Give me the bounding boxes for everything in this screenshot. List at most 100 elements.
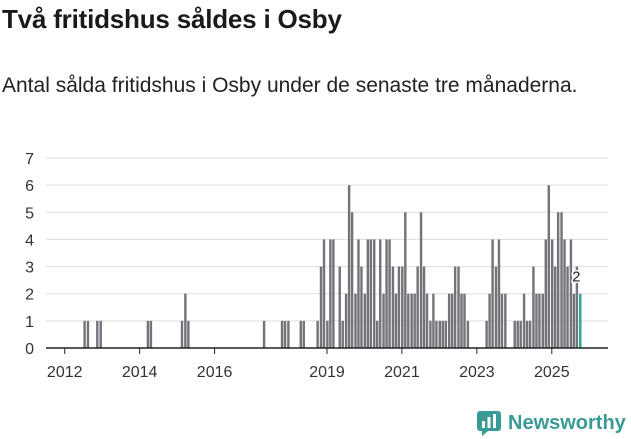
bar <box>563 239 566 348</box>
bar <box>180 320 184 348</box>
bar <box>441 320 444 348</box>
bar <box>302 320 305 348</box>
bar <box>513 320 516 348</box>
bar <box>86 320 90 348</box>
bar <box>572 293 576 348</box>
x-tick-label: 2023 <box>459 364 495 381</box>
y-tick-label: 6 <box>25 178 34 195</box>
chart-title: Två fritidshus såldes i Osby <box>2 4 342 34</box>
y-tick-label: 0 <box>25 341 34 358</box>
annotation-label: 2 <box>572 269 580 286</box>
bar <box>262 320 266 348</box>
bar <box>407 293 410 348</box>
bar <box>553 266 557 348</box>
x-tick-label: 2016 <box>197 364 233 381</box>
bar <box>497 239 501 348</box>
bar <box>519 320 522 348</box>
x-tick-label: 2012 <box>47 364 83 381</box>
bar <box>413 293 416 348</box>
bar <box>146 320 150 348</box>
bar <box>404 212 407 348</box>
bar <box>525 320 529 348</box>
bar <box>363 293 367 348</box>
bar <box>450 293 454 348</box>
bar <box>322 239 326 348</box>
bar <box>391 266 395 348</box>
bar <box>544 239 548 348</box>
bar <box>485 320 488 348</box>
bar <box>491 239 494 348</box>
bar-highlight <box>579 293 582 348</box>
bar <box>354 293 357 348</box>
bar <box>569 239 573 348</box>
bar <box>96 320 99 348</box>
x-tick-label: 2025 <box>534 364 570 381</box>
newsworthy-logo-icon <box>477 411 501 436</box>
bar <box>410 293 413 348</box>
bar <box>299 320 302 348</box>
bar <box>438 320 441 348</box>
bar <box>332 239 335 348</box>
newsworthy-brand-text: Newsworthy <box>508 411 626 434</box>
bar <box>457 266 460 348</box>
bar <box>494 266 498 348</box>
x-tick-label: 2014 <box>122 364 158 381</box>
bar <box>149 320 153 348</box>
bar <box>385 239 388 348</box>
y-tick-label: 5 <box>25 205 34 222</box>
bar <box>99 320 102 348</box>
y-tick-label: 2 <box>25 287 34 304</box>
bar <box>575 266 579 348</box>
bar <box>541 293 545 348</box>
bar <box>329 239 332 348</box>
y-tick-label: 4 <box>25 232 34 249</box>
bar <box>375 320 379 348</box>
bar <box>401 266 404 348</box>
bar <box>547 185 551 348</box>
bar <box>360 266 363 348</box>
bar <box>184 293 187 348</box>
bar <box>326 320 329 348</box>
y-tick-label: 7 <box>25 151 34 168</box>
bar <box>344 293 348 348</box>
bar <box>347 185 351 348</box>
bar <box>488 293 491 348</box>
bar <box>535 293 538 348</box>
bar <box>350 212 354 348</box>
bar <box>287 320 290 348</box>
bar <box>532 266 535 348</box>
bar <box>378 239 382 348</box>
bar <box>422 266 426 348</box>
bar <box>516 320 519 348</box>
bar <box>369 239 373 348</box>
newsworthy-logo[interactable]: Newsworthy <box>476 408 626 438</box>
bar <box>394 293 398 348</box>
bar <box>538 293 541 348</box>
chart-subtitle: Antal sålda fritidshus i Osby under de s… <box>2 74 578 97</box>
bar <box>447 293 451 348</box>
bar <box>550 239 554 348</box>
y-tick-label: 1 <box>25 314 34 331</box>
bar <box>338 266 341 348</box>
bar <box>283 320 287 348</box>
bar <box>463 293 466 348</box>
bar <box>500 293 504 348</box>
bar <box>429 320 432 348</box>
bar <box>357 239 360 348</box>
bar <box>528 320 532 348</box>
bar <box>366 239 370 348</box>
bar <box>444 320 447 348</box>
bar <box>504 293 507 348</box>
bar <box>466 320 470 348</box>
bar <box>319 266 323 348</box>
bar <box>372 239 376 348</box>
bar <box>435 320 438 348</box>
bar <box>382 293 385 348</box>
bar <box>416 266 419 348</box>
bar <box>425 293 429 348</box>
bar <box>316 320 319 348</box>
bar <box>566 266 569 348</box>
bar <box>453 266 457 348</box>
y-tick-label: 3 <box>25 260 34 277</box>
